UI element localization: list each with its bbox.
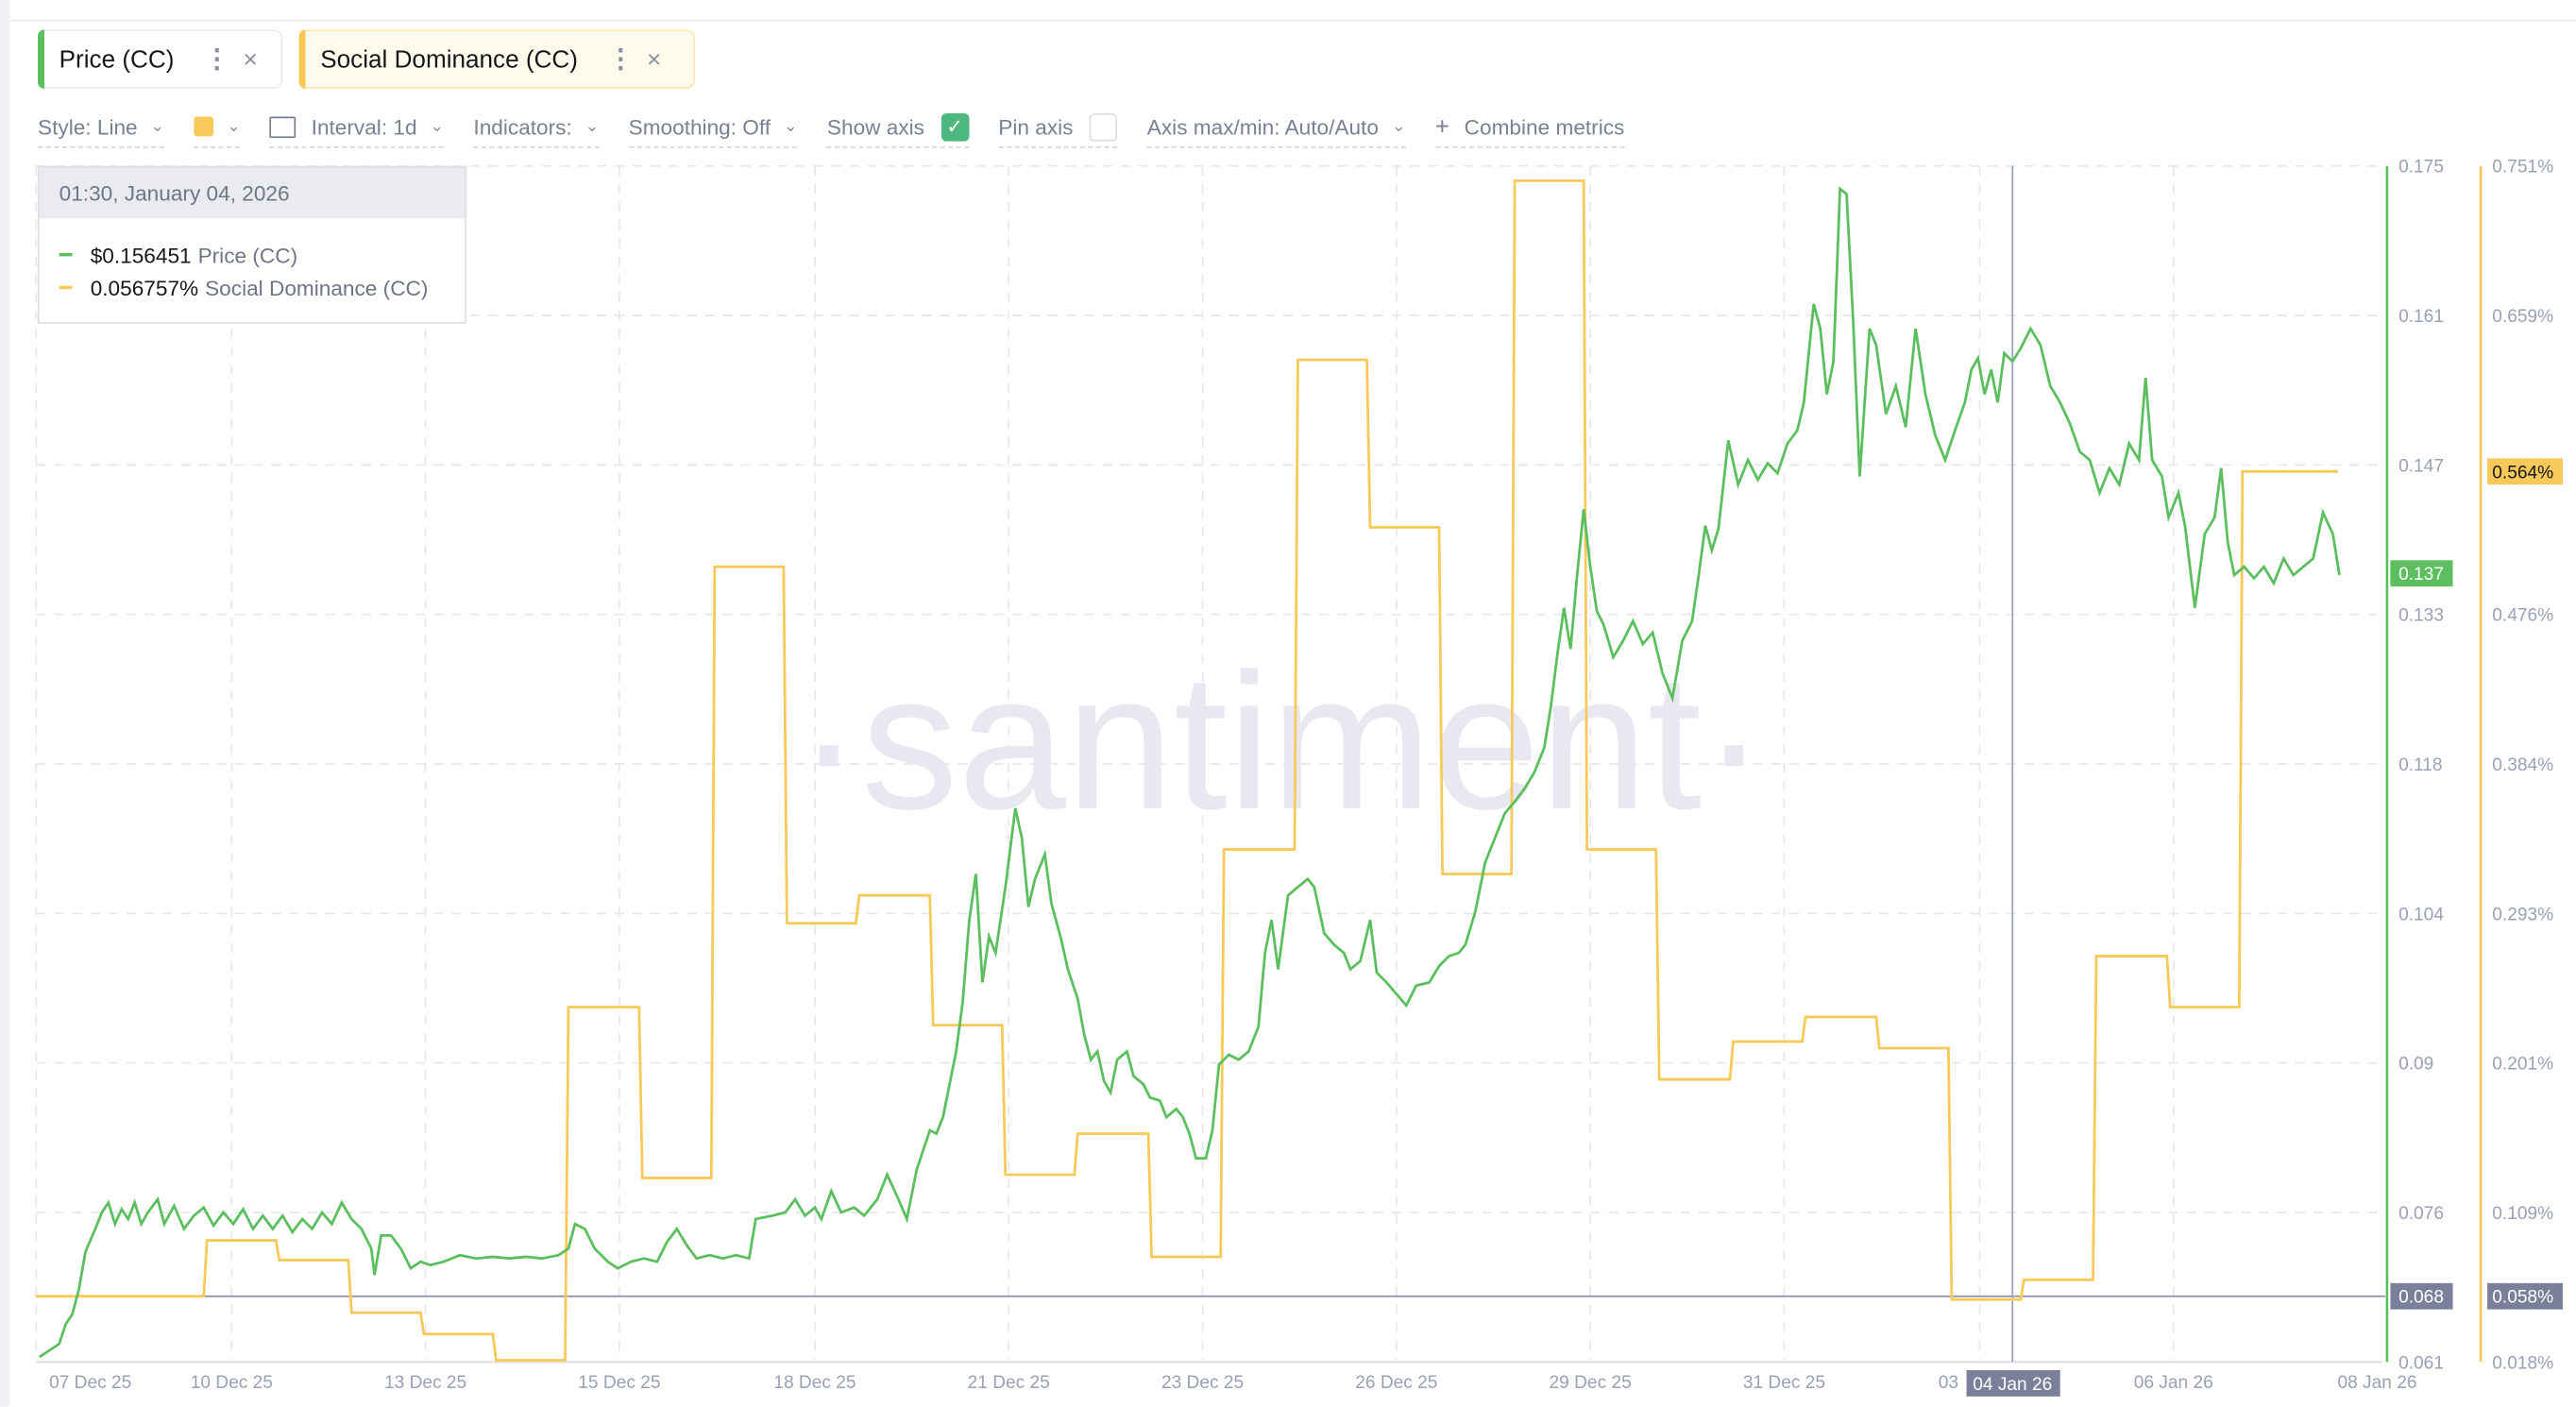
y-tick: 0.201%	[2492, 1055, 2553, 1075]
interval-dropdown[interactable]: Interval: 1d ⌄	[270, 109, 445, 148]
legend-dash-icon	[59, 285, 73, 290]
metric-chip-social-dominance[interactable]: Social Dominance (CC) ⋮ ×	[298, 29, 695, 89]
tooltip-metric-name: Social Dominance (CC)	[205, 275, 429, 300]
combine-metrics-label: Combine metrics	[1464, 113, 1625, 140]
x-tick: 08 Jan 26	[2337, 1373, 2416, 1393]
tooltip-metric-name: Price (CC)	[197, 242, 298, 267]
social-hover-value: 0.058%	[2492, 1288, 2553, 1308]
y-tick: 0.161	[2398, 307, 2444, 327]
color-dropdown[interactable]: ⌄	[194, 109, 241, 148]
close-icon[interactable]: ×	[243, 44, 258, 74]
checkbox-unchecked-icon[interactable]	[1089, 112, 1118, 141]
combine-metrics-button[interactable]: + Combine metrics	[1434, 109, 1625, 148]
social-dominance-line	[36, 178, 2338, 1362]
chevron-down-icon: ⌄	[1391, 117, 1406, 136]
x-tick: 23 Dec 25	[1161, 1373, 1244, 1393]
plus-icon: +	[1434, 112, 1450, 141]
y-tick: 0.751%	[2492, 158, 2553, 178]
axis-maxmin-dropdown[interactable]: Axis max/min: Auto/Auto ⌄	[1146, 109, 1406, 148]
x-tick: 31 Dec 25	[1743, 1373, 1825, 1393]
y-tick: 0.09	[2398, 1055, 2433, 1075]
checkbox-checked-icon[interactable]: ✓	[941, 112, 969, 141]
indicators-dropdown[interactable]: Indicators: ⌄	[473, 109, 600, 148]
pin-axis-toggle[interactable]: Pin axis	[998, 109, 1118, 148]
metric-label: Social Dominance (CC)	[320, 44, 578, 74]
tooltip-row-social: 0.056757% Social Dominance (CC)	[40, 271, 466, 304]
style-label: Style: Line	[38, 113, 138, 140]
price-color-bar	[38, 29, 44, 89]
pin-axis-label: Pin axis	[998, 113, 1074, 140]
smoothing-dropdown[interactable]: Smoothing: Off ⌄	[628, 109, 798, 148]
tooltip-row-price: $0.156451 Price (CC)	[40, 238, 466, 271]
tooltip-value: $0.156451	[90, 242, 192, 267]
chevron-down-icon: ⌄	[585, 117, 600, 136]
y-tick: 0.061	[2398, 1353, 2444, 1373]
x-tick: 06 Jan 26	[2134, 1373, 2213, 1393]
hover-tooltip: 01:30, January 04, 2026 $0.156451 Price …	[38, 165, 467, 324]
axis-maxmin-label: Axis max/min: Auto/Auto	[1146, 113, 1379, 140]
y-tick: 0.147	[2398, 456, 2444, 476]
ruler-icon	[270, 115, 297, 138]
y-tick: 0.076	[2398, 1204, 2444, 1224]
y-tick: 0.659%	[2492, 307, 2553, 327]
x-tick: 18 Dec 25	[773, 1373, 856, 1393]
style-dropdown[interactable]: Style: Line ⌄	[38, 109, 165, 148]
y-tick: 0.118	[2398, 755, 2442, 775]
x-tick: 07 Dec 25	[49, 1373, 131, 1393]
y-tick: 0.133	[2398, 606, 2444, 626]
x-tick: 10 Dec 25	[191, 1373, 273, 1393]
grid	[35, 164, 2382, 1361]
x-axis-ticks: 07 Dec 25 10 Dec 25 13 Dec 25 15 Dec 25 …	[49, 1373, 2416, 1393]
close-icon[interactable]: ×	[646, 44, 662, 74]
price-hover-value: 0.068	[2398, 1288, 2444, 1308]
x-tick: 03	[1939, 1373, 1958, 1393]
social-color-bar	[298, 29, 306, 89]
x-tick: 21 Dec 25	[968, 1373, 1050, 1393]
hover-x-label: 04 Jan 26	[1973, 1375, 2052, 1395]
left-sidebar-edge	[0, 0, 10, 1407]
chart-toolbar: Style: Line ⌄ ⌄ Interval: 1d ⌄ Indicators:…	[38, 109, 1654, 148]
color-swatch	[194, 116, 214, 137]
y-tick: 0.018%	[2492, 1353, 2553, 1373]
x-tick: 13 Dec 25	[384, 1373, 466, 1393]
y-tick: 0.293%	[2492, 905, 2553, 924]
watermark: ·santiment·	[797, 633, 1767, 850]
x-tick: 15 Dec 25	[578, 1373, 660, 1393]
y-tick: 0.476%	[2492, 606, 2553, 626]
smoothing-label: Smoothing: Off	[628, 113, 771, 140]
tooltip-value: 0.056757%	[90, 275, 199, 300]
chevron-down-icon: ⌄	[150, 117, 165, 136]
top-divider	[9, 19, 2576, 22]
price-hover-badge	[2390, 1282, 2453, 1310]
hover-x-label-bg	[1966, 1369, 2060, 1397]
y-axis-left-ticks: 0.175 0.161 0.147 0.133 0.118 0.104 0.09…	[2398, 158, 2444, 1374]
y-axis-right-ticks: 0.751% 0.659% 0.476% 0.384% 0.293% 0.201…	[2492, 158, 2553, 1374]
y-tick: 0.175	[2398, 158, 2444, 178]
price-line	[38, 186, 2341, 1359]
chevron-down-icon: ⌄	[227, 117, 241, 136]
x-tick: 29 Dec 25	[1550, 1373, 1632, 1393]
price-current-value: 0.137	[2398, 565, 2444, 585]
social-current-badge	[2487, 458, 2564, 485]
show-axis-label: Show axis	[826, 113, 924, 140]
social-hover-badge	[2487, 1282, 2564, 1310]
price-current-badge	[2390, 560, 2453, 587]
y-tick: 0.109%	[2492, 1204, 2553, 1224]
tooltip-date: 01:30, January 04, 2026	[39, 167, 466, 219]
show-axis-toggle[interactable]: Show axis ✓	[826, 109, 969, 148]
legend-dash-icon	[59, 252, 73, 257]
metric-chip-price[interactable]: Price (CC) ⋮ ×	[38, 29, 283, 89]
y-tick: 0.104	[2398, 905, 2444, 924]
chevron-down-icon: ⌄	[783, 117, 798, 136]
social-current-value: 0.564%	[2492, 463, 2553, 483]
chevron-down-icon: ⌄	[430, 117, 445, 136]
x-tick: 26 Dec 25	[1355, 1373, 1437, 1393]
indicators-label: Indicators:	[473, 113, 572, 140]
metric-label: Price (CC)	[59, 44, 175, 74]
y-tick: 0.384%	[2492, 755, 2553, 775]
interval-label: Interval: 1d	[311, 113, 417, 140]
